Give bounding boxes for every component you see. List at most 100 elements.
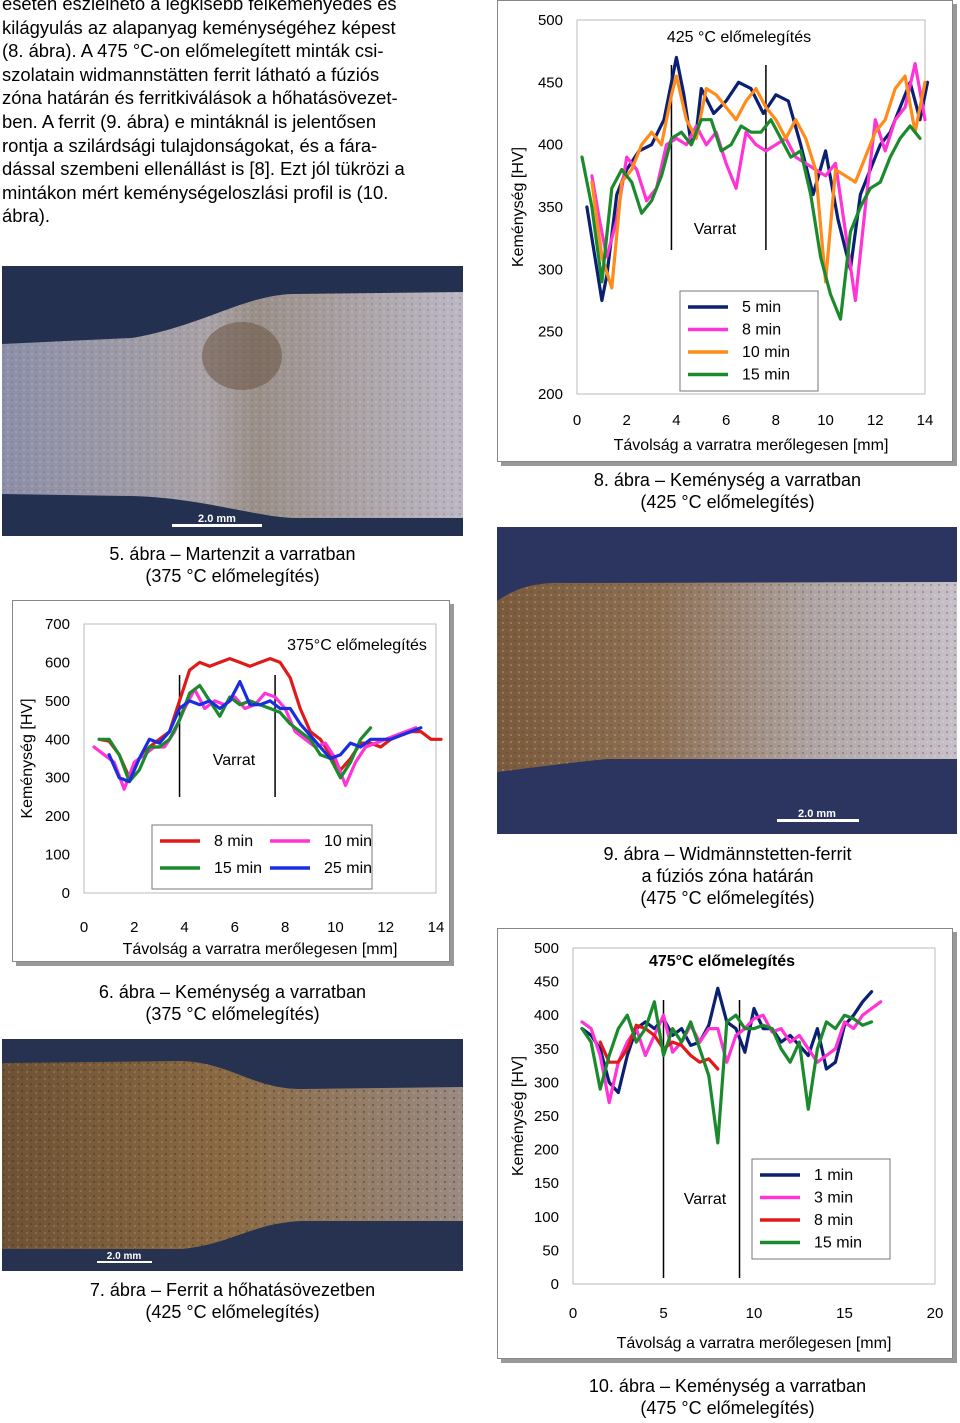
chart-title: 425 °C előmelegítés <box>667 29 811 46</box>
fig9-micrograph-image: 2.0 mm <box>497 527 957 834</box>
legend-label: 1 min <box>814 1167 853 1184</box>
fig10-caption-line2: (475 °C előmelegítés) <box>640 1398 815 1418</box>
series-line-8-min <box>598 1023 720 1071</box>
y-tick-label: 200 <box>538 386 563 403</box>
fig10-caption: 10. ábra – Keménység a varratban (475 °C… <box>545 1375 910 1419</box>
legend-label: 8 min <box>214 833 253 850</box>
fig7-caption-line2: (425 °C előmelegítés) <box>145 1302 320 1322</box>
fig9-caption: 9. ábra – Widmännstetten-ferrit a fúziós… <box>545 843 910 909</box>
x-tick-label: 0 <box>80 919 88 936</box>
x-axis-label: Távolság a varratra merőlegesen [mm] <box>617 1335 892 1352</box>
intro-line: mintákon mért keménységeloszlási profil … <box>2 181 389 203</box>
fig6-caption-line2: (375 °C előmelegítés) <box>145 1004 320 1024</box>
plot-area <box>576 19 926 395</box>
fig6-caption-line1: 6. ábra – Keménység a varratban <box>98 982 367 1002</box>
fig5-caption-line1: 5. ábra – Martenzit a varratban <box>109 544 356 564</box>
y-axis-label: Keménység [HV] <box>510 1056 527 1176</box>
x-tick-label: 5 <box>659 1305 667 1322</box>
y-tick-label: 400 <box>534 1007 559 1024</box>
legend-label: 10 min <box>324 833 372 850</box>
fig5-micrograph: 2.0 mm <box>2 266 463 536</box>
series-line-15-min <box>580 118 922 321</box>
y-tick-label: 400 <box>45 731 70 748</box>
fig7-caption: 7. ábra – Ferrit a hőhatásövezetben (425… <box>45 1279 420 1323</box>
fig7-scale-bar: 2.0 mm <box>107 1251 142 1262</box>
legend-label: 25 min <box>324 860 372 877</box>
x-tick-label: 6 <box>722 412 730 429</box>
fig8-caption-line2: (425 °C előmelegítés) <box>640 492 815 512</box>
y-tick-label: 450 <box>538 74 563 91</box>
legend-label: 15 min <box>814 1235 862 1252</box>
x-tick-label: 0 <box>569 1305 577 1322</box>
series-line-15-min <box>97 683 373 784</box>
weld-annotation: Varrat <box>684 1191 727 1208</box>
legend-label: 8 min <box>742 322 781 339</box>
fig8-chart: 200 250 300 350 400 450 500 0 2 4 6 8 10 12 14 Távolság… <box>497 0 957 466</box>
y-tick-label: 300 <box>534 1074 559 1091</box>
x-tick-label: 10 <box>746 1305 763 1322</box>
fig7-micrograph: 2.0 mm <box>2 1039 463 1271</box>
fig9-caption-line1: 9. ábra – Widmännstetten-ferrit <box>603 844 852 864</box>
x-tick-label: 12 <box>377 919 394 936</box>
y-tick-label: 350 <box>534 1041 559 1058</box>
legend-label: 8 min <box>814 1212 853 1229</box>
intro-line: rontja a szilárdsági tulajdonságokat, és… <box>2 134 378 156</box>
fig8-caption-line1: 8. ábra – Keménység a varratban <box>593 470 862 490</box>
y-tick-label: 300 <box>538 261 563 278</box>
y-tick-label: 100 <box>534 1209 559 1226</box>
fig9-caption-line3: (475 °C előmelegítés) <box>640 888 815 908</box>
x-tick-label: 12 <box>867 412 884 429</box>
intro-paragraph: esetén észlelhető a legkisebb felkeménye… <box>2 0 464 228</box>
fig6-chart-svg: 0 100 200 300 400 500 600 700 0 2 4 6 8 10 12 14 Távolsá… <box>12 600 454 966</box>
y-tick-label: 0 <box>62 885 70 902</box>
fig6-caption: 6. ábra – Keménység a varratban (375 °C … <box>50 981 415 1025</box>
y-tick-label: 200 <box>45 808 70 825</box>
y-tick-label: 50 <box>542 1242 559 1259</box>
fig5-caption-line2: (375 °C előmelegítés) <box>145 566 320 586</box>
fig10-chart-svg: 0 50 100 150 200 250 300 350 400 450 500 0 5 10 15 20 Tá… <box>497 928 957 1363</box>
intro-line: kilágyulás az alapanyag keménységéhez ké… <box>2 16 396 38</box>
x-tick-label: 8 <box>772 412 780 429</box>
x-tick-label: 4 <box>672 412 680 429</box>
y-tick-label: 700 <box>45 616 70 633</box>
x-tick-label: 4 <box>180 919 188 936</box>
fig5-caption: 5. ábra – Martenzit a varratban (375 °C … <box>60 543 405 587</box>
x-tick-label: 0 <box>573 412 581 429</box>
y-axis-label: Keménység [HV] <box>510 147 527 267</box>
fig7-caption-line1: 7. ábra – Ferrit a hőhatásövezetben <box>89 1280 376 1300</box>
fig5-scale-bar: 2.0 mm <box>198 513 236 525</box>
y-tick-label: 200 <box>534 1142 559 1159</box>
fig10-caption-line1: 10. ábra – Keménység a varratban <box>588 1376 867 1396</box>
fig9-micrograph: 2.0 mm <box>497 527 957 834</box>
intro-line: ábra). <box>2 205 51 227</box>
x-tick-label: 10 <box>817 412 834 429</box>
y-tick-label: 500 <box>538 12 563 29</box>
y-tick-label: 250 <box>534 1108 559 1125</box>
x-tick-label: 2 <box>130 919 138 936</box>
x-tick-label: 2 <box>623 412 631 429</box>
legend-label: 3 min <box>814 1190 853 1207</box>
x-tick-label: 20 <box>927 1305 944 1322</box>
y-tick-label: 600 <box>45 654 70 671</box>
y-tick-label: 400 <box>538 137 563 154</box>
y-tick-label: 0 <box>551 1276 559 1293</box>
intro-line: ben. A ferrit (9. ábra) e mintáknál is j… <box>2 110 377 132</box>
fig7-micrograph-image: 2.0 mm <box>2 1039 463 1271</box>
x-tick-label: 15 <box>836 1305 853 1322</box>
series-line-10-min <box>590 74 927 290</box>
x-axis-label: Távolság a varratra merőlegesen [mm] <box>614 437 889 454</box>
chart-title: 475°C előmelegítés <box>649 953 795 970</box>
y-tick-label: 500 <box>534 940 559 957</box>
legend-box <box>151 824 373 890</box>
y-tick-label: 150 <box>534 1175 559 1192</box>
fig6-chart: 0 100 200 300 400 500 600 700 0 2 4 6 8 10 12 14 Távolsá… <box>12 600 454 966</box>
y-tick-label: 350 <box>538 199 563 216</box>
series-line-8-min <box>590 61 927 303</box>
y-axis-label: Keménység [HV] <box>19 698 36 818</box>
y-tick-label: 300 <box>45 770 70 787</box>
intro-line: dással szembeni ellenállást is [8]. Ezt … <box>2 158 405 180</box>
x-tick-label: 14 <box>917 412 934 429</box>
chart-frame <box>497 928 953 1359</box>
intro-line: esetén észlelhető a legkisebb felkeménye… <box>2 0 397 14</box>
fig9-caption-line2: a fúziós zóna határán <box>641 866 814 886</box>
